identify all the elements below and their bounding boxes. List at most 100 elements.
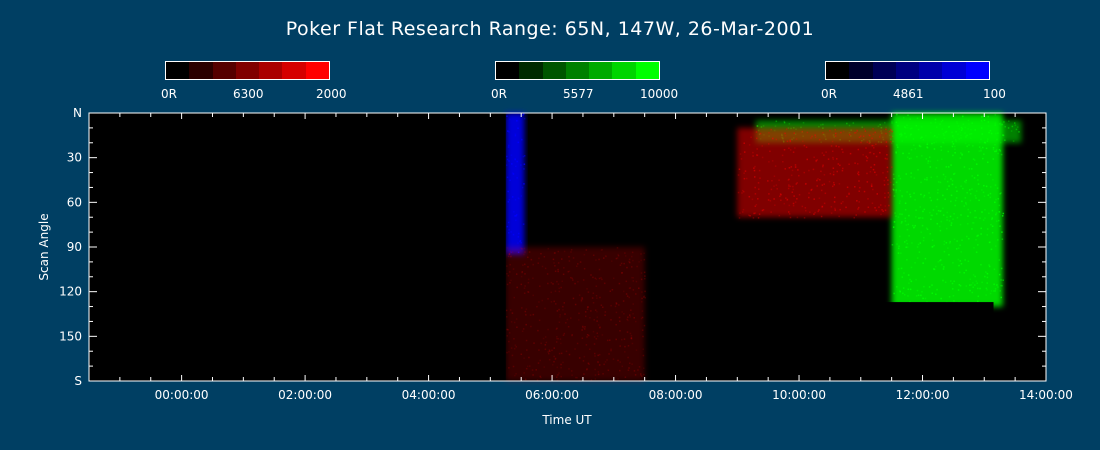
emission-speck xyxy=(886,158,888,160)
emission-speck xyxy=(969,193,972,195)
emission-speck xyxy=(517,236,520,238)
emission-speck xyxy=(576,342,579,345)
emission-speck xyxy=(916,155,918,158)
emission-speck xyxy=(751,198,754,201)
emission-speck xyxy=(997,152,999,155)
emission-speck xyxy=(944,175,947,178)
emission-speck xyxy=(991,218,993,221)
emission-speck xyxy=(924,135,927,137)
emission-speck xyxy=(822,164,824,167)
emission-speck xyxy=(914,199,916,201)
emission-speck xyxy=(907,126,909,129)
y-axis-label: Scan Angle xyxy=(37,213,51,280)
emission-speck xyxy=(516,326,518,329)
emission-speck xyxy=(627,369,630,371)
emission-speck xyxy=(995,213,997,216)
emission-speck xyxy=(770,188,773,191)
emission-speck xyxy=(950,194,953,197)
emission-speck xyxy=(767,199,770,201)
emission-speck xyxy=(743,142,745,145)
emission-speck xyxy=(523,253,525,256)
emission-speck xyxy=(842,130,845,133)
emission-speck xyxy=(974,210,976,212)
emission-speck xyxy=(943,240,946,243)
emission-speck xyxy=(601,334,604,336)
emission-speck xyxy=(909,195,912,198)
emission-speck xyxy=(954,139,957,141)
emission-speck xyxy=(631,251,634,254)
x-tick-label: 12:00:00 xyxy=(896,388,950,402)
emission-speck xyxy=(741,192,743,194)
emission-speck xyxy=(600,249,603,251)
emission-speck xyxy=(959,271,961,274)
emission-speck xyxy=(853,216,855,219)
emission-speck xyxy=(552,364,554,366)
emission-speck xyxy=(556,280,558,283)
emission-speck xyxy=(586,288,588,290)
emission-speck xyxy=(555,341,558,343)
emission-speck xyxy=(508,198,511,201)
emission-speck xyxy=(761,209,764,212)
emission-speck xyxy=(550,281,553,284)
emission-speck xyxy=(593,336,596,338)
emission-speck xyxy=(523,372,525,374)
emission-speck xyxy=(559,314,561,316)
emission-speck xyxy=(981,121,983,123)
emission-speck xyxy=(547,352,550,355)
emission-speck xyxy=(838,215,840,218)
emission-speck xyxy=(754,176,756,178)
emission-speck xyxy=(624,376,627,378)
emission-speck xyxy=(564,313,566,315)
emission-speck xyxy=(916,289,919,292)
emission-speck xyxy=(762,125,765,127)
emission-speck xyxy=(952,294,955,297)
emission-speck xyxy=(936,136,938,139)
emission-speck xyxy=(617,253,619,256)
emission-speck xyxy=(583,355,586,358)
emission-speck xyxy=(870,183,873,185)
emission-speck xyxy=(931,214,934,217)
emission-speck xyxy=(642,367,645,369)
emission-speck xyxy=(544,307,546,310)
emission-speck xyxy=(554,270,557,273)
emission-speck xyxy=(856,163,859,165)
colorbar-5577-swatch xyxy=(542,62,566,79)
emission-speck xyxy=(820,189,823,192)
emission-speck xyxy=(577,281,579,283)
emission-speck xyxy=(614,379,617,381)
emission-speck xyxy=(783,202,786,205)
emission-speck xyxy=(528,356,530,359)
emission-speck xyxy=(860,141,862,144)
emission-speck xyxy=(617,359,619,362)
emission-speck xyxy=(950,178,952,180)
emission-speck xyxy=(594,309,597,311)
emission-speck xyxy=(893,195,896,197)
emission-speck xyxy=(1001,231,1003,233)
emission-speck xyxy=(975,190,978,192)
emission-speck xyxy=(557,283,560,285)
emission-speck xyxy=(974,284,976,286)
emission-speck xyxy=(524,310,527,313)
emission-speck xyxy=(931,284,933,286)
emission-speck xyxy=(934,121,937,124)
emission-speck xyxy=(557,270,559,273)
emission-speck xyxy=(946,216,948,219)
emission-speck xyxy=(582,279,585,281)
emission-speck xyxy=(521,307,523,309)
emission-speck xyxy=(792,151,795,153)
emission-region-fill xyxy=(505,113,525,255)
emission-speck xyxy=(554,265,556,267)
emission-speck xyxy=(846,186,849,189)
emission-speck xyxy=(974,128,976,131)
emission-speck xyxy=(960,214,962,216)
emission-speck xyxy=(961,239,963,241)
emission-speck xyxy=(998,211,1001,213)
emission-speck xyxy=(994,288,997,290)
emission-speck xyxy=(821,205,824,208)
emission-speck xyxy=(632,312,634,315)
emission-speck xyxy=(942,214,945,216)
colorbar-6300-swatch xyxy=(235,62,260,79)
emission-speck xyxy=(986,173,989,176)
emission-speck xyxy=(830,206,833,208)
emission-speck xyxy=(971,168,973,170)
